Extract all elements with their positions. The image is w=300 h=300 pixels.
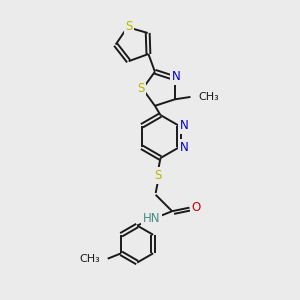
Text: N: N bbox=[180, 119, 189, 132]
Text: N: N bbox=[180, 141, 189, 154]
Text: CH₃: CH₃ bbox=[199, 92, 220, 102]
Text: S: S bbox=[137, 82, 145, 95]
Text: HN: HN bbox=[142, 212, 160, 225]
Text: N: N bbox=[172, 70, 181, 83]
Text: S: S bbox=[154, 169, 162, 182]
Text: S: S bbox=[125, 20, 133, 33]
Text: CH₃: CH₃ bbox=[80, 254, 101, 264]
Text: O: O bbox=[191, 200, 201, 214]
